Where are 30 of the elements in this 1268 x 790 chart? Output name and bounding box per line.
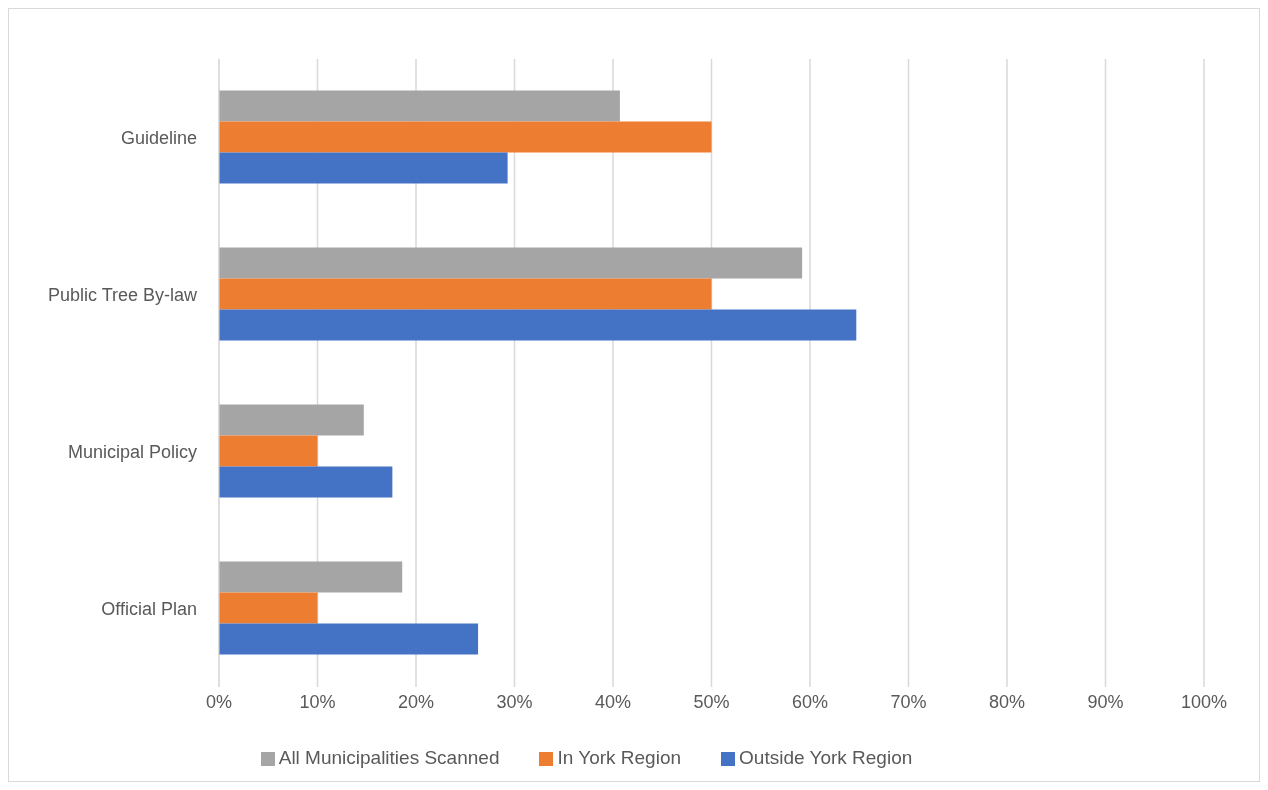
x-tick-label: 80% <box>988 691 1026 712</box>
bar <box>219 561 403 593</box>
x-tick-label: 60% <box>791 691 829 712</box>
x-tick-label: 0% <box>205 691 233 712</box>
legend-label: In York Region <box>557 747 682 768</box>
x-tick-label: 50% <box>693 691 730 712</box>
bar <box>219 152 508 184</box>
x-tick-label: 10% <box>299 691 336 712</box>
bar <box>219 466 393 498</box>
bar <box>219 247 803 279</box>
legend-label: All Municipalities Scanned <box>278 747 500 768</box>
bar <box>219 592 318 624</box>
bar <box>219 623 479 655</box>
y-tick-label: Official Plan <box>101 598 197 619</box>
y-tick-label: Public Tree By-law <box>47 284 198 305</box>
bar <box>219 309 857 341</box>
x-tick-label: 100% <box>1180 691 1228 712</box>
x-tick-label: 90% <box>1087 691 1124 712</box>
y-tick-label: Guideline <box>120 127 197 148</box>
x-tick-label: 40% <box>594 691 632 712</box>
bar <box>219 435 318 467</box>
bar <box>219 278 712 310</box>
x-tick-label: 30% <box>496 691 533 712</box>
bar <box>219 121 712 153</box>
x-tick-label: 70% <box>890 691 927 712</box>
legend-label: Outside York Region <box>739 747 913 768</box>
y-tick-label: Municipal Policy <box>67 441 197 462</box>
x-tick-label: 20% <box>397 691 435 712</box>
bar <box>219 404 364 436</box>
bar <box>219 90 620 122</box>
